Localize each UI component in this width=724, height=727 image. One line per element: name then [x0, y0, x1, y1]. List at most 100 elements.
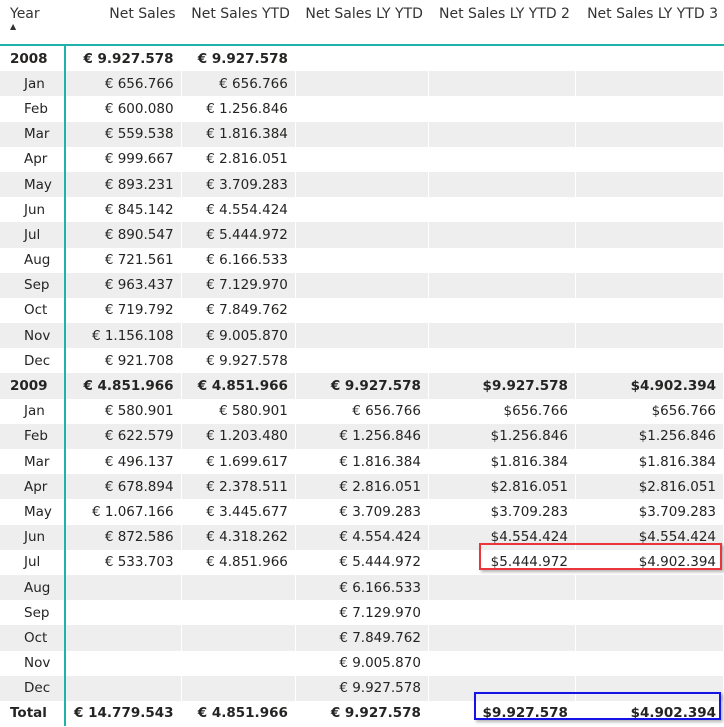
value-cell [65, 675, 182, 701]
value-cell: € 4.851.966 [181, 373, 296, 399]
value-cell: € 600.080 [66, 96, 182, 122]
value-cell [295, 272, 429, 298]
value-cell: $4.902.394 [576, 549, 724, 575]
value-cell [429, 96, 576, 122]
value-cell [428, 675, 576, 701]
value-cell: $5.444.972 [429, 549, 576, 575]
row-label: Mar [0, 121, 66, 147]
value-cell [575, 171, 724, 198]
value-cell: € 656.766 [181, 71, 296, 97]
row-label: Jul [0, 549, 66, 575]
value-cell [181, 675, 296, 701]
column-header-net-sales-ytd[interactable]: Net Sales YTD [181, 0, 296, 46]
column-header-net-sales-ly-ytd[interactable]: Net Sales LY YTD [295, 0, 429, 46]
row-label: 2009 [0, 373, 66, 399]
value-cell: € 6.166.533 [295, 574, 429, 601]
value-cell [576, 146, 724, 172]
value-cell: € 999.667 [66, 146, 182, 172]
value-cell [575, 71, 724, 97]
value-cell: € 4.851.966 [182, 700, 296, 727]
value-cell [576, 197, 724, 223]
row-label: May [0, 171, 66, 198]
value-cell: € 890.547 [65, 222, 182, 248]
row-label: Dec [0, 348, 66, 374]
month-row: Feb € 600.080 € 1.256.846 [0, 96, 724, 122]
month-row: Jun € 845.142 € 4.554.424 [0, 197, 724, 223]
value-cell [575, 625, 724, 651]
value-cell [428, 323, 576, 349]
month-row: Jan € 580.901 € 580.901 € 656.766 $656.766 $6… [0, 398, 724, 424]
value-cell: $4.902.394 [575, 373, 724, 399]
month-row: Apr € 999.667 € 2.816.051 [0, 146, 724, 172]
value-cell: € 872.586 [65, 524, 182, 550]
value-cell: € 580.901 [66, 398, 182, 424]
month-row: Feb € 622.579 € 1.203.480 € 1.256.846 $1.256… [0, 423, 724, 449]
value-cell: € 1.256.846 [295, 423, 429, 449]
value-cell: € 4.554.424 [182, 197, 296, 223]
value-cell [575, 222, 724, 248]
value-cell: € 9.005.870 [181, 323, 296, 349]
month-row: Sep € 963.437 € 7.129.970 [0, 272, 724, 298]
value-cell [296, 146, 429, 172]
value-cell: € 1.816.384 [181, 121, 296, 147]
value-cell: € 9.005.870 [296, 650, 429, 676]
value-cell [576, 46, 724, 72]
value-cell: € 2.816.051 [295, 474, 429, 500]
column-header-net-sales-ly-ytd-2[interactable]: Net Sales LY YTD 2 [428, 0, 576, 46]
value-cell: € 9.927.578 [296, 700, 429, 727]
value-cell [428, 574, 576, 601]
row-label: Sep [0, 600, 66, 626]
value-cell [576, 297, 724, 324]
value-cell: € 9.927.578 [182, 348, 296, 374]
value-cell: € 622.579 [65, 423, 182, 449]
column-header-net-sales-ly-ytd-3[interactable]: Net Sales LY YTD 3 [575, 0, 724, 46]
column-header-year[interactable]: Year ▲ [0, 0, 66, 46]
sort-ascending-icon[interactable]: ▲ [10, 22, 17, 31]
total-row: Total € 14.779.543 € 4.851.966 € 9.927.578 $… [0, 700, 724, 727]
value-cell: $1.816.384 [576, 449, 724, 475]
row-label: Dec [0, 675, 66, 701]
value-cell [296, 197, 429, 223]
value-cell [428, 625, 576, 651]
value-cell: € 656.766 [296, 398, 429, 424]
value-cell: $3.709.283 [576, 499, 724, 525]
value-cell [66, 650, 182, 676]
value-cell: € 3.709.283 [296, 499, 429, 525]
value-cell [295, 323, 429, 349]
value-cell [576, 600, 724, 626]
row-label: Jun [0, 197, 66, 223]
month-row: Jul € 890.547 € 5.444.972 [0, 222, 724, 248]
column-header-label: Year [10, 6, 40, 22]
value-cell: € 1.156.108 [65, 323, 182, 349]
value-cell: € 2.378.511 [181, 474, 296, 500]
value-cell: $656.766 [576, 398, 724, 424]
row-label: Feb [0, 96, 66, 122]
row-label: Oct [0, 625, 66, 651]
value-cell [429, 600, 576, 626]
value-cell [575, 272, 724, 298]
value-cell [296, 96, 429, 122]
value-cell [576, 348, 724, 374]
value-cell [575, 675, 724, 701]
value-cell [428, 121, 576, 147]
column-header-net-sales[interactable]: Net Sales [65, 0, 182, 46]
value-cell: € 1.699.617 [182, 449, 296, 475]
row-label: Total [0, 700, 66, 727]
value-cell [429, 650, 576, 676]
value-cell: € 9.927.578 [295, 675, 429, 701]
row-label: Feb [0, 423, 66, 449]
value-cell [429, 46, 576, 72]
month-row: May € 1.067.166 € 3.445.677 € 3.709.283 $3.7… [0, 499, 724, 525]
value-cell: € 9.927.578 [295, 373, 429, 399]
month-row: Jul € 533.703 € 4.851.966 € 5.444.972 $5.444… [0, 549, 724, 575]
value-cell: € 3.445.677 [182, 499, 296, 525]
value-cell: € 7.849.762 [295, 625, 429, 651]
month-row: Dec € 9.927.578 [0, 675, 724, 701]
value-cell [575, 574, 724, 601]
value-cell [182, 650, 296, 676]
value-cell [575, 121, 724, 147]
year-row: 2008 € 9.927.578 € 9.927.578 [0, 46, 724, 72]
value-cell [428, 71, 576, 97]
value-cell: € 7.129.970 [296, 600, 429, 626]
value-cell [576, 96, 724, 122]
